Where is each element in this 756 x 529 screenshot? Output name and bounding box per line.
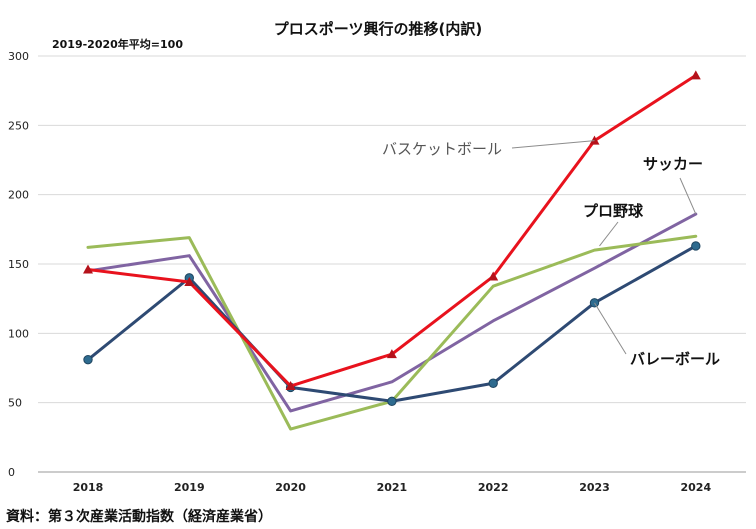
data-point-バスケットボール: [285, 381, 296, 391]
data-point-バスケットボール: [386, 349, 397, 359]
tick-layer: 0 50 100 150 200 250 300 2018 2019 2020 2021 2022 20…: [8, 50, 711, 494]
annotation-label-プロ野球: プロ野球: [583, 202, 644, 220]
x-tick-label: 2022: [478, 481, 509, 494]
data-point-バレーボール: [387, 396, 397, 406]
grid-layer: [38, 55, 746, 473]
data-point-バスケットボール: [83, 264, 93, 274]
annotation-label-バレーボール: バレーボール: [630, 350, 720, 368]
y-tick-label: 0: [8, 466, 15, 479]
y-tick-label: 250: [8, 119, 29, 132]
annotation-leader-バスケットボール: [511, 140, 595, 149]
x-tick-label: 2024: [680, 481, 711, 494]
series-line-バスケットボール: [86, 73, 698, 388]
data-point-バレーボール: [691, 241, 701, 251]
data-point-バレーボール: [488, 378, 498, 388]
annotation-leader-サッカー: [679, 177, 697, 215]
index-base-note: 2019-2020年平均=100: [52, 38, 183, 51]
data-point-バスケットボール: [184, 277, 195, 287]
y-tick-label: 300: [8, 50, 29, 63]
x-tick-label: 2020: [275, 481, 306, 494]
x-tick-label: 2019: [174, 481, 205, 494]
y-tick-label: 50: [8, 397, 22, 410]
y-tick-label: 150: [8, 258, 29, 271]
chart-title: プロスポーツ興行の推移(内訳): [273, 20, 483, 38]
x-tick-label: 2023: [579, 481, 610, 494]
data-point-バスケットボール: [488, 271, 499, 281]
series-line-バレーボール: [86, 244, 698, 403]
series-line-プロ野球: [86, 212, 698, 413]
data-point-バレーボール: [83, 354, 93, 365]
x-tick-label: 2018: [73, 481, 104, 494]
annotation-label-バスケットボール: バスケットボール: [382, 140, 502, 158]
annotation-leader-プロ野球: [599, 221, 619, 247]
data-point-バスケットボール: [690, 70, 701, 80]
annotation-leader-バレーボール: [594, 302, 627, 355]
x-tick-label: 2021: [377, 481, 408, 494]
source-note: 資料：第３次産業活動指数（経済産業省）: [6, 509, 272, 525]
annotation-label-サッカー: サッカー: [643, 155, 703, 173]
series-layer: [83, 70, 701, 431]
y-tick-label: 200: [8, 189, 29, 202]
data-point-バスケットボール: [589, 135, 600, 145]
y-tick-label: 100: [8, 327, 29, 340]
